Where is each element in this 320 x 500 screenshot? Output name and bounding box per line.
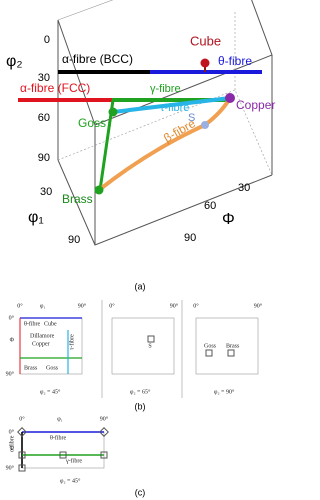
- tick: 90°: [6, 370, 15, 377]
- brass-label: Brass: [62, 192, 93, 206]
- copper-point: [225, 93, 235, 103]
- tick: 0°: [9, 428, 15, 435]
- orientation-icon: [59, 451, 67, 459]
- Phi-tick: 90: [184, 232, 196, 244]
- panel-a: Cube α-fibre (BCC) θ-fibre γ-fibre α-fib…: [6, 0, 275, 291]
- tick: 90°: [170, 302, 179, 309]
- figure: Cube α-fibre (BCC) θ-fibre γ-fibre α-fib…: [6, 0, 275, 497]
- tick: 0°: [109, 302, 115, 309]
- box-frame: [57, 0, 273, 246]
- orientation-icon: [147, 335, 155, 343]
- panel-label: (b): [135, 401, 146, 411]
- gamma-label: γ-fibre: [65, 457, 82, 464]
- tau-line: [112, 96, 231, 114]
- panel-b: 0° φ₁ 90° 0° Φ 90° θ-fibre Cube Dillamor…: [6, 300, 263, 411]
- tick: 90°: [78, 302, 87, 309]
- s-point: [201, 121, 209, 129]
- caption: φ₂ = 45°: [60, 477, 81, 484]
- box-back: [57, 10, 273, 176]
- phi2-tick: 90: [38, 152, 50, 164]
- tick: 90°: [100, 415, 109, 422]
- copper-label: Copper: [236, 98, 275, 112]
- beta-line: [97, 96, 232, 192]
- axis-label: φ₁: [40, 303, 46, 309]
- gamma-label: γ-fibre: [150, 83, 181, 95]
- panel-label: (c): [135, 487, 146, 497]
- orientation-icon: [205, 349, 213, 357]
- axis-label: Φ: [10, 337, 15, 343]
- axis-label: φ₁: [57, 416, 63, 422]
- s-label: S: [148, 343, 151, 349]
- goss-point: [108, 107, 118, 117]
- axis-label: Φ: [10, 445, 15, 451]
- orientation-icon: [18, 464, 26, 472]
- goss-label: Goss: [46, 365, 59, 371]
- dillamore-label: Dillamore: [30, 333, 55, 339]
- panel-label: (a): [135, 281, 146, 291]
- cube-label: Cube: [190, 33, 221, 48]
- orientation-icon: [17, 427, 27, 437]
- tau-label: τ-fibre: [68, 334, 75, 350]
- goss-label: Goss: [78, 116, 106, 130]
- phi1-axis-label: φ₁: [28, 209, 44, 226]
- tick: 0°: [17, 302, 23, 309]
- tick: 0°: [9, 314, 15, 321]
- s-label: S: [188, 112, 195, 124]
- cube-point: [200, 58, 210, 68]
- phi2-tick: 0: [44, 34, 50, 46]
- tick: 90°: [254, 302, 263, 309]
- brass-label: Brass: [226, 343, 240, 349]
- phi2-tick: 30: [38, 72, 50, 84]
- caption: φ₂ = 45°: [40, 388, 61, 395]
- brass-label: Brass: [24, 365, 38, 371]
- theta-label: θ-fibre: [218, 54, 252, 68]
- goss-label: Goss: [204, 343, 217, 349]
- tau-label: τ-fibre: [160, 102, 189, 114]
- cube-label: Cube: [44, 321, 57, 327]
- alpha-bcc-label: α-fibre (BCC): [62, 52, 133, 66]
- phi2-axis-label: φ₂: [6, 53, 23, 70]
- tick: 0°: [193, 302, 199, 309]
- Phi-axis-label: Φ: [222, 211, 235, 228]
- beta-label: β-fibre: [161, 116, 198, 145]
- panel-c: 0° φ₁ 90° 0° Φ 90° θ-fibre α-fibre γ-fib…: [6, 415, 146, 497]
- box-top: [57, 0, 114, 21]
- phi2-tick: 60: [38, 112, 50, 124]
- tick: 90°: [6, 464, 15, 471]
- Phi-tick: 60: [204, 200, 216, 212]
- orientation-icon: [227, 349, 235, 357]
- Phi-tick: 30: [238, 182, 250, 194]
- brass-point: [94, 185, 104, 195]
- theta-label: θ-fibre: [50, 434, 67, 441]
- orientation-icon: [99, 427, 109, 437]
- orientation-icon: [100, 451, 108, 459]
- alpha-fcc-label: α-fibre (FCC): [20, 81, 90, 95]
- tick: 0°: [19, 415, 25, 422]
- phi1-tick: 90: [68, 234, 80, 246]
- orientation-icon: [18, 451, 26, 459]
- phi1-tick: 30: [40, 186, 52, 198]
- map-frame: [195, 317, 259, 375]
- caption: φ₂ = 65°: [130, 388, 151, 395]
- alpha-label: α-fibre: [8, 435, 15, 452]
- copper-label: Copper: [32, 341, 50, 347]
- caption: φ₂ = 90°: [214, 388, 235, 395]
- map-frame: [111, 317, 175, 375]
- theta-label: θ-fibre: [24, 320, 41, 327]
